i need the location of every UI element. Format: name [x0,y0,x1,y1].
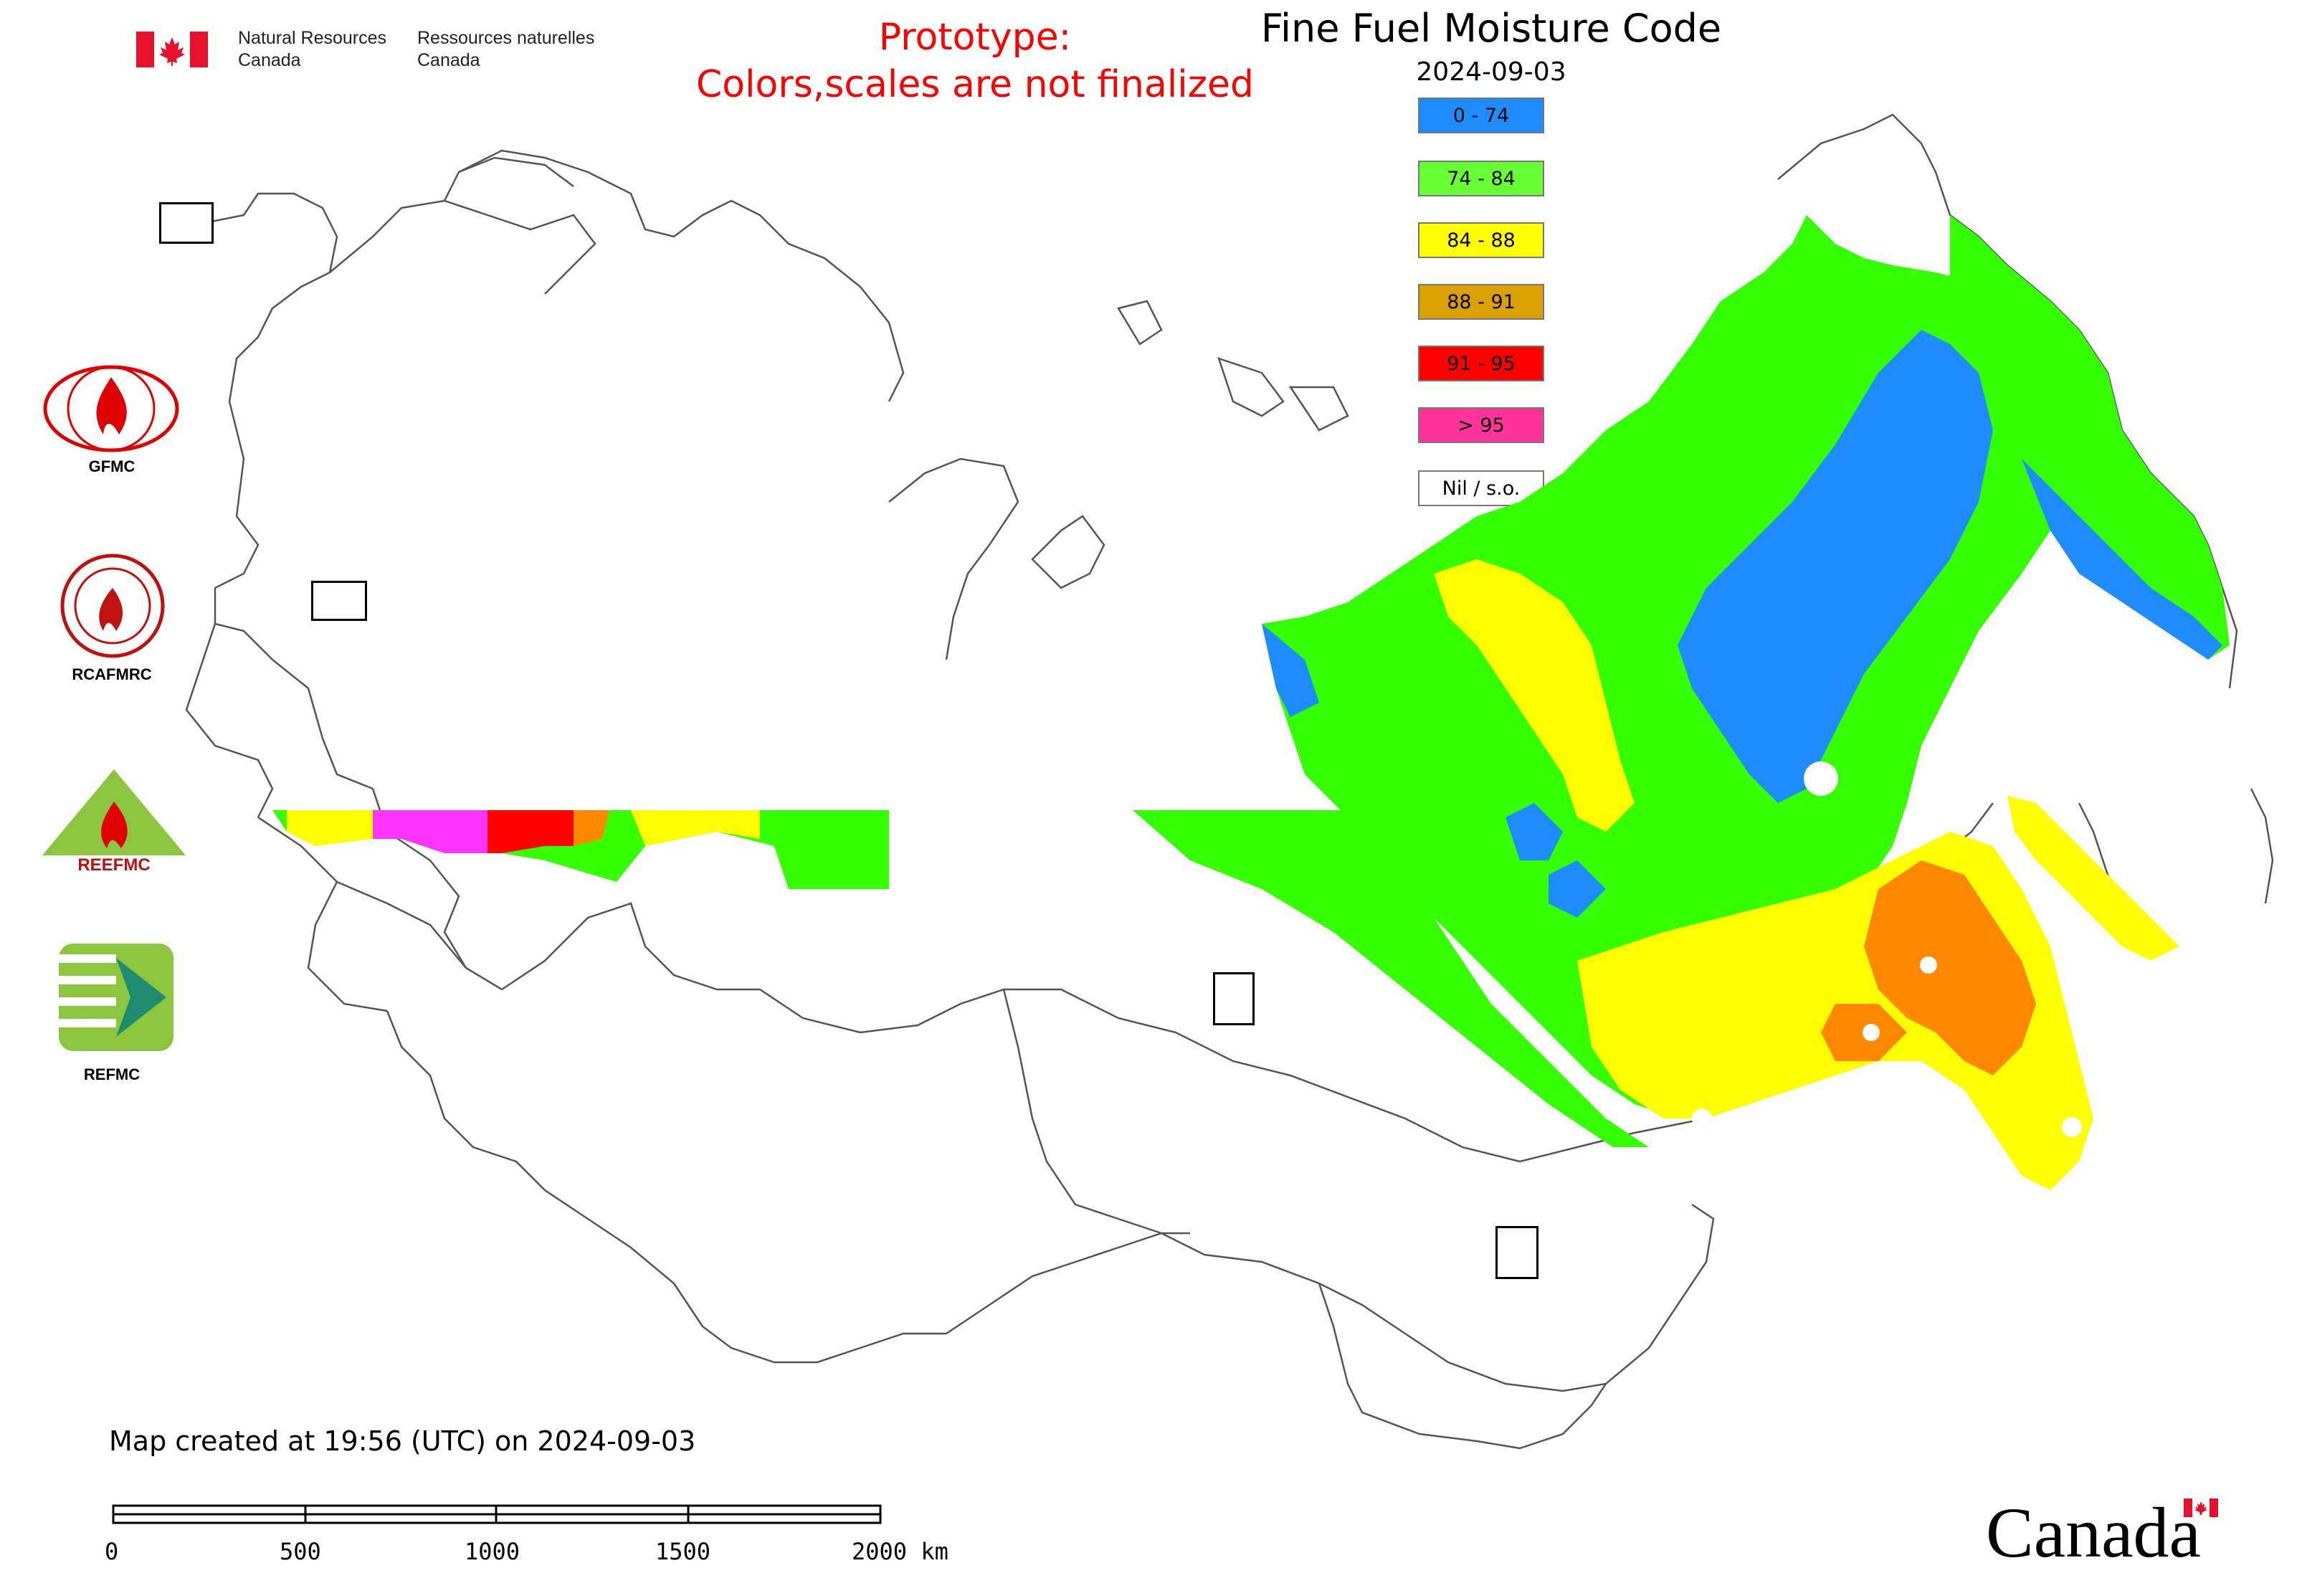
reefmc-marker-icon [311,581,367,621]
canada-wordmark: Canada [1986,1493,2201,1572]
scale-label-1500: 1500 [655,1538,711,1565]
canada-flag-icon [136,32,208,67]
prototype-notice: Prototype: [878,16,1072,59]
gfmc-label: GFMC [88,457,135,475]
legend-item-88-91: 88 - 91 [1418,284,1544,320]
nrcan-french-name: Ressources naturelles Canada [417,28,595,70]
legend-item-0-74: 0 - 74 [1418,98,1544,133]
gfmc-logo-icon [43,365,179,452]
map-date: 2024-09-03 [1416,57,1566,87]
scale-label-2000km: 2000 km [852,1538,948,1565]
legend-item-84-88: 84 - 88 [1418,222,1544,258]
map-created-timestamp: Map created at 19:56 (UTC) on 2024-09-03 [109,1425,696,1457]
refmc-marker-icon [1213,972,1255,1025]
reefmc-logo-icon: REEFMC [42,769,186,873]
country-borders [185,113,2274,1450]
scale-bar [112,1504,882,1524]
svg-text:REEFMC: REEFMC [77,855,150,873]
map-title: Fine Fuel Moisture Code [1260,6,1722,51]
rcafmrc-marker-icon [1495,1226,1538,1279]
rcafmrc-label: RCAFMRC [72,665,152,683]
legend-item-74-84: 74 - 84 [1418,161,1544,196]
legend-item-91-95: 91 - 95 [1418,346,1544,381]
scale-label-1000: 1000 [465,1538,520,1565]
prototype-disclaimer: Colors,scales are not finalized [695,63,1255,106]
refmc-logo-icon [59,944,173,1051]
scale-label-500: 500 [280,1538,321,1565]
ffmc-fill [272,215,2230,1190]
canada-wordmark-flag-icon [2184,1498,2218,1517]
rcafmrc-logo-icon [60,554,165,658]
legend-item-over-95: > 95 [1418,407,1544,443]
scale-label-0: 0 [105,1538,119,1565]
gfmc-marker-icon [159,202,214,244]
refmc-label: REFMC [83,1065,141,1083]
nrcan-english-name: Natural Resources Canada [238,28,387,70]
